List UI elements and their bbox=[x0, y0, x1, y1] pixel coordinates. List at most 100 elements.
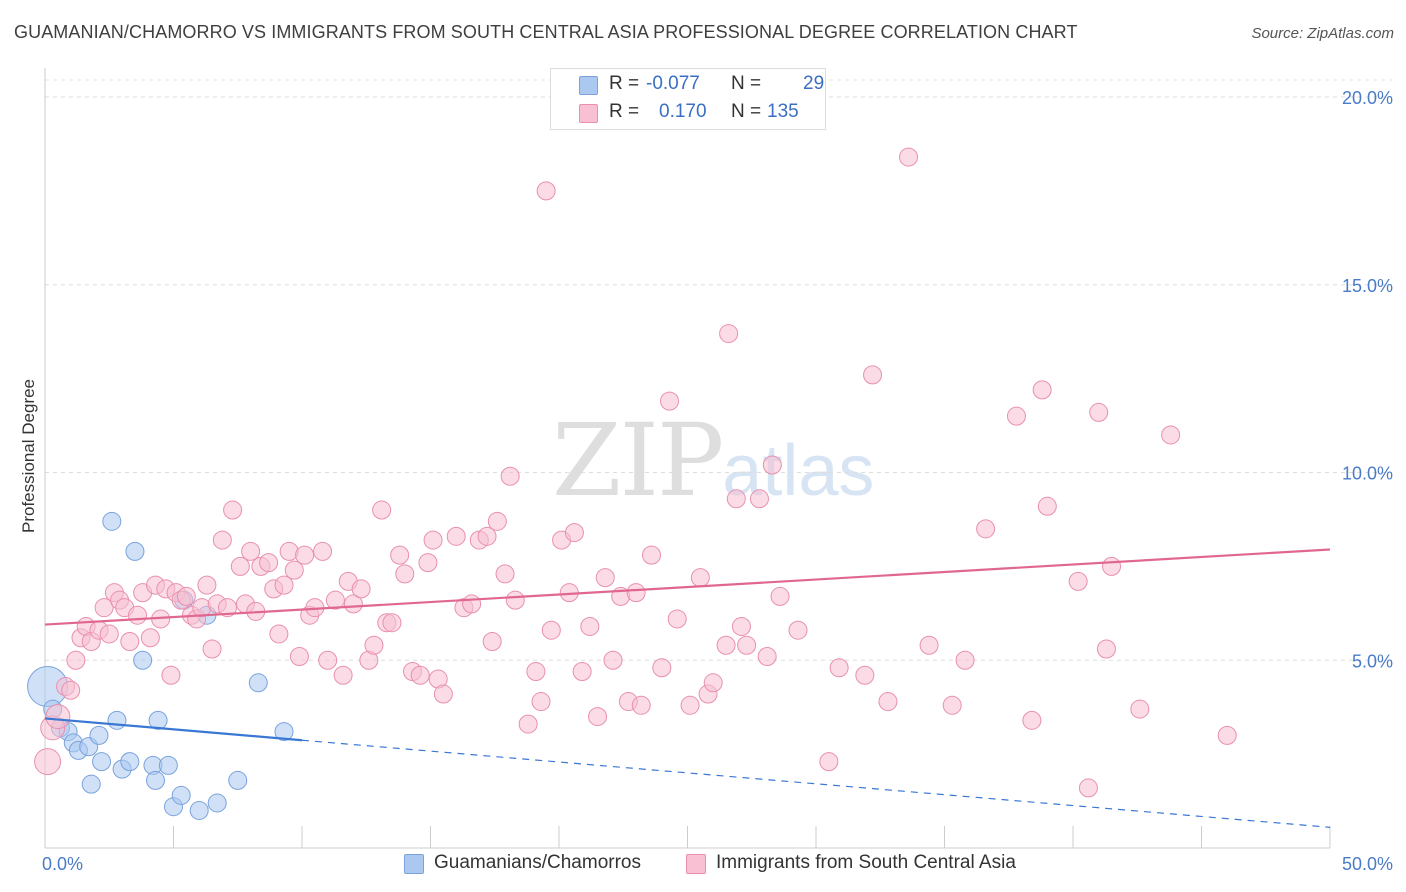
point-south-central-asia bbox=[223, 500, 243, 520]
point-guamanian bbox=[92, 752, 112, 772]
tick-labels: 5.0% 10.0% 15.0% 20.0% 0.0% 50.0% bbox=[42, 88, 1393, 874]
legend-r-value: 0.170 bbox=[659, 101, 707, 122]
point-south-central-asia bbox=[197, 575, 217, 595]
point-south-central-asia bbox=[690, 568, 710, 588]
point-south-central-asia bbox=[976, 519, 996, 539]
point-south-central-asia bbox=[1161, 425, 1181, 445]
point-guamanian bbox=[189, 800, 209, 820]
point-south-central-asia bbox=[487, 511, 507, 531]
point-south-central-asia bbox=[446, 526, 466, 546]
point-south-central-asia bbox=[418, 553, 438, 573]
point-south-central-asia bbox=[878, 692, 898, 712]
point-guamanian bbox=[148, 710, 168, 730]
point-guamanian bbox=[207, 793, 227, 813]
point-south-central-asia bbox=[212, 530, 232, 550]
x-tick-label: 0.0% bbox=[42, 854, 83, 874]
point-south-central-asia bbox=[788, 620, 808, 640]
point-south-central-asia bbox=[1006, 406, 1026, 426]
point-south-central-asia bbox=[140, 628, 160, 648]
point-south-central-asia bbox=[269, 624, 289, 644]
point-south-central-asia bbox=[1130, 699, 1150, 719]
point-south-central-asia bbox=[202, 639, 222, 659]
point-south-central-asia bbox=[382, 613, 402, 633]
point-south-central-asia bbox=[284, 560, 304, 580]
point-south-central-asia bbox=[737, 635, 757, 655]
bottom-legend-swatch-guamanian bbox=[404, 854, 424, 874]
trend-lines bbox=[44, 548, 1331, 828]
point-guamanian bbox=[274, 722, 294, 742]
legend-row-guamanian: R = -0.077 N = 29 bbox=[551, 73, 825, 99]
point-south-central-asia bbox=[477, 526, 497, 546]
axes bbox=[44, 68, 1331, 849]
point-south-central-asia bbox=[626, 583, 646, 603]
point-south-central-asia bbox=[652, 658, 672, 678]
point-south-central-asia bbox=[1032, 380, 1052, 400]
point-south-central-asia bbox=[289, 646, 309, 666]
point-south-central-asia bbox=[770, 586, 790, 606]
point-south-central-asia bbox=[829, 658, 849, 678]
legend-row-south-central-asia: R = 0.170 N = 135 bbox=[551, 101, 825, 127]
point-guamanian bbox=[248, 673, 268, 693]
point-south-central-asia bbox=[1102, 556, 1122, 576]
point-south-central-asia bbox=[1089, 402, 1109, 422]
point-south-central-asia bbox=[1078, 778, 1098, 798]
point-south-central-asia bbox=[34, 748, 62, 776]
source-credit: Source: ZipAtlas.com bbox=[1251, 25, 1394, 42]
point-south-central-asia bbox=[642, 545, 662, 565]
legend-r-label: R = bbox=[609, 73, 640, 94]
legend-swatch-guamanian bbox=[579, 76, 598, 95]
point-south-central-asia bbox=[631, 695, 651, 715]
point-south-central-asia bbox=[295, 545, 315, 565]
point-south-central-asia bbox=[726, 489, 746, 509]
point-south-central-asia bbox=[1037, 496, 1057, 516]
point-south-central-asia bbox=[45, 704, 71, 730]
y-tick-label: 15.0% bbox=[1342, 276, 1393, 296]
bottom-legend-label-guamanian: Guamanians/Chamorros bbox=[434, 852, 641, 873]
point-south-central-asia bbox=[120, 631, 140, 651]
point-south-central-asia bbox=[955, 650, 975, 670]
point-south-central-asia bbox=[1096, 639, 1116, 659]
point-south-central-asia bbox=[351, 579, 371, 599]
point-south-central-asia bbox=[423, 530, 443, 550]
point-south-central-asia bbox=[99, 624, 119, 644]
point-south-central-asia bbox=[762, 455, 782, 475]
point-south-central-asia bbox=[128, 605, 148, 625]
legend-r-label: R = bbox=[609, 101, 640, 122]
point-south-central-asia bbox=[731, 616, 751, 636]
point-south-central-asia bbox=[526, 662, 546, 682]
point-south-central-asia bbox=[495, 564, 515, 584]
point-south-central-asia bbox=[603, 650, 623, 670]
legend-n-label: N = bbox=[731, 101, 762, 122]
grid-lines bbox=[45, 79, 1392, 661]
point-south-central-asia bbox=[855, 665, 875, 685]
data-points bbox=[27, 147, 1237, 820]
point-south-central-asia bbox=[161, 665, 181, 685]
point-south-central-asia bbox=[333, 665, 353, 685]
point-south-central-asia bbox=[462, 594, 482, 614]
point-guamanian bbox=[81, 774, 101, 794]
trend-line-south-central-asia bbox=[44, 548, 1331, 626]
point-south-central-asia bbox=[313, 541, 333, 561]
point-south-central-asia bbox=[395, 564, 415, 584]
point-south-central-asia bbox=[536, 181, 556, 201]
point-south-central-asia bbox=[500, 466, 520, 486]
point-guamanian bbox=[228, 770, 248, 790]
legend-n-value: 29 bbox=[803, 73, 825, 94]
point-south-central-asia bbox=[572, 662, 592, 682]
point-guamanian bbox=[133, 650, 153, 670]
point-south-central-asia bbox=[1068, 571, 1088, 591]
point-south-central-asia bbox=[274, 575, 294, 595]
correlation-legend: R = -0.077 N = 29 R = 0.170 N = 135 bbox=[550, 68, 826, 130]
point-south-central-asia bbox=[660, 391, 680, 411]
point-south-central-asia bbox=[819, 752, 839, 772]
point-south-central-asia bbox=[899, 147, 919, 167]
point-south-central-asia bbox=[325, 590, 345, 610]
point-south-central-asia bbox=[863, 365, 883, 385]
point-guamanian bbox=[171, 785, 191, 805]
trend-line-guamanian-extrapolated bbox=[301, 739, 1331, 828]
point-south-central-asia bbox=[757, 646, 777, 666]
point-south-central-asia bbox=[61, 680, 81, 700]
point-south-central-asia bbox=[595, 568, 615, 588]
trend-line-guamanian bbox=[44, 717, 303, 742]
